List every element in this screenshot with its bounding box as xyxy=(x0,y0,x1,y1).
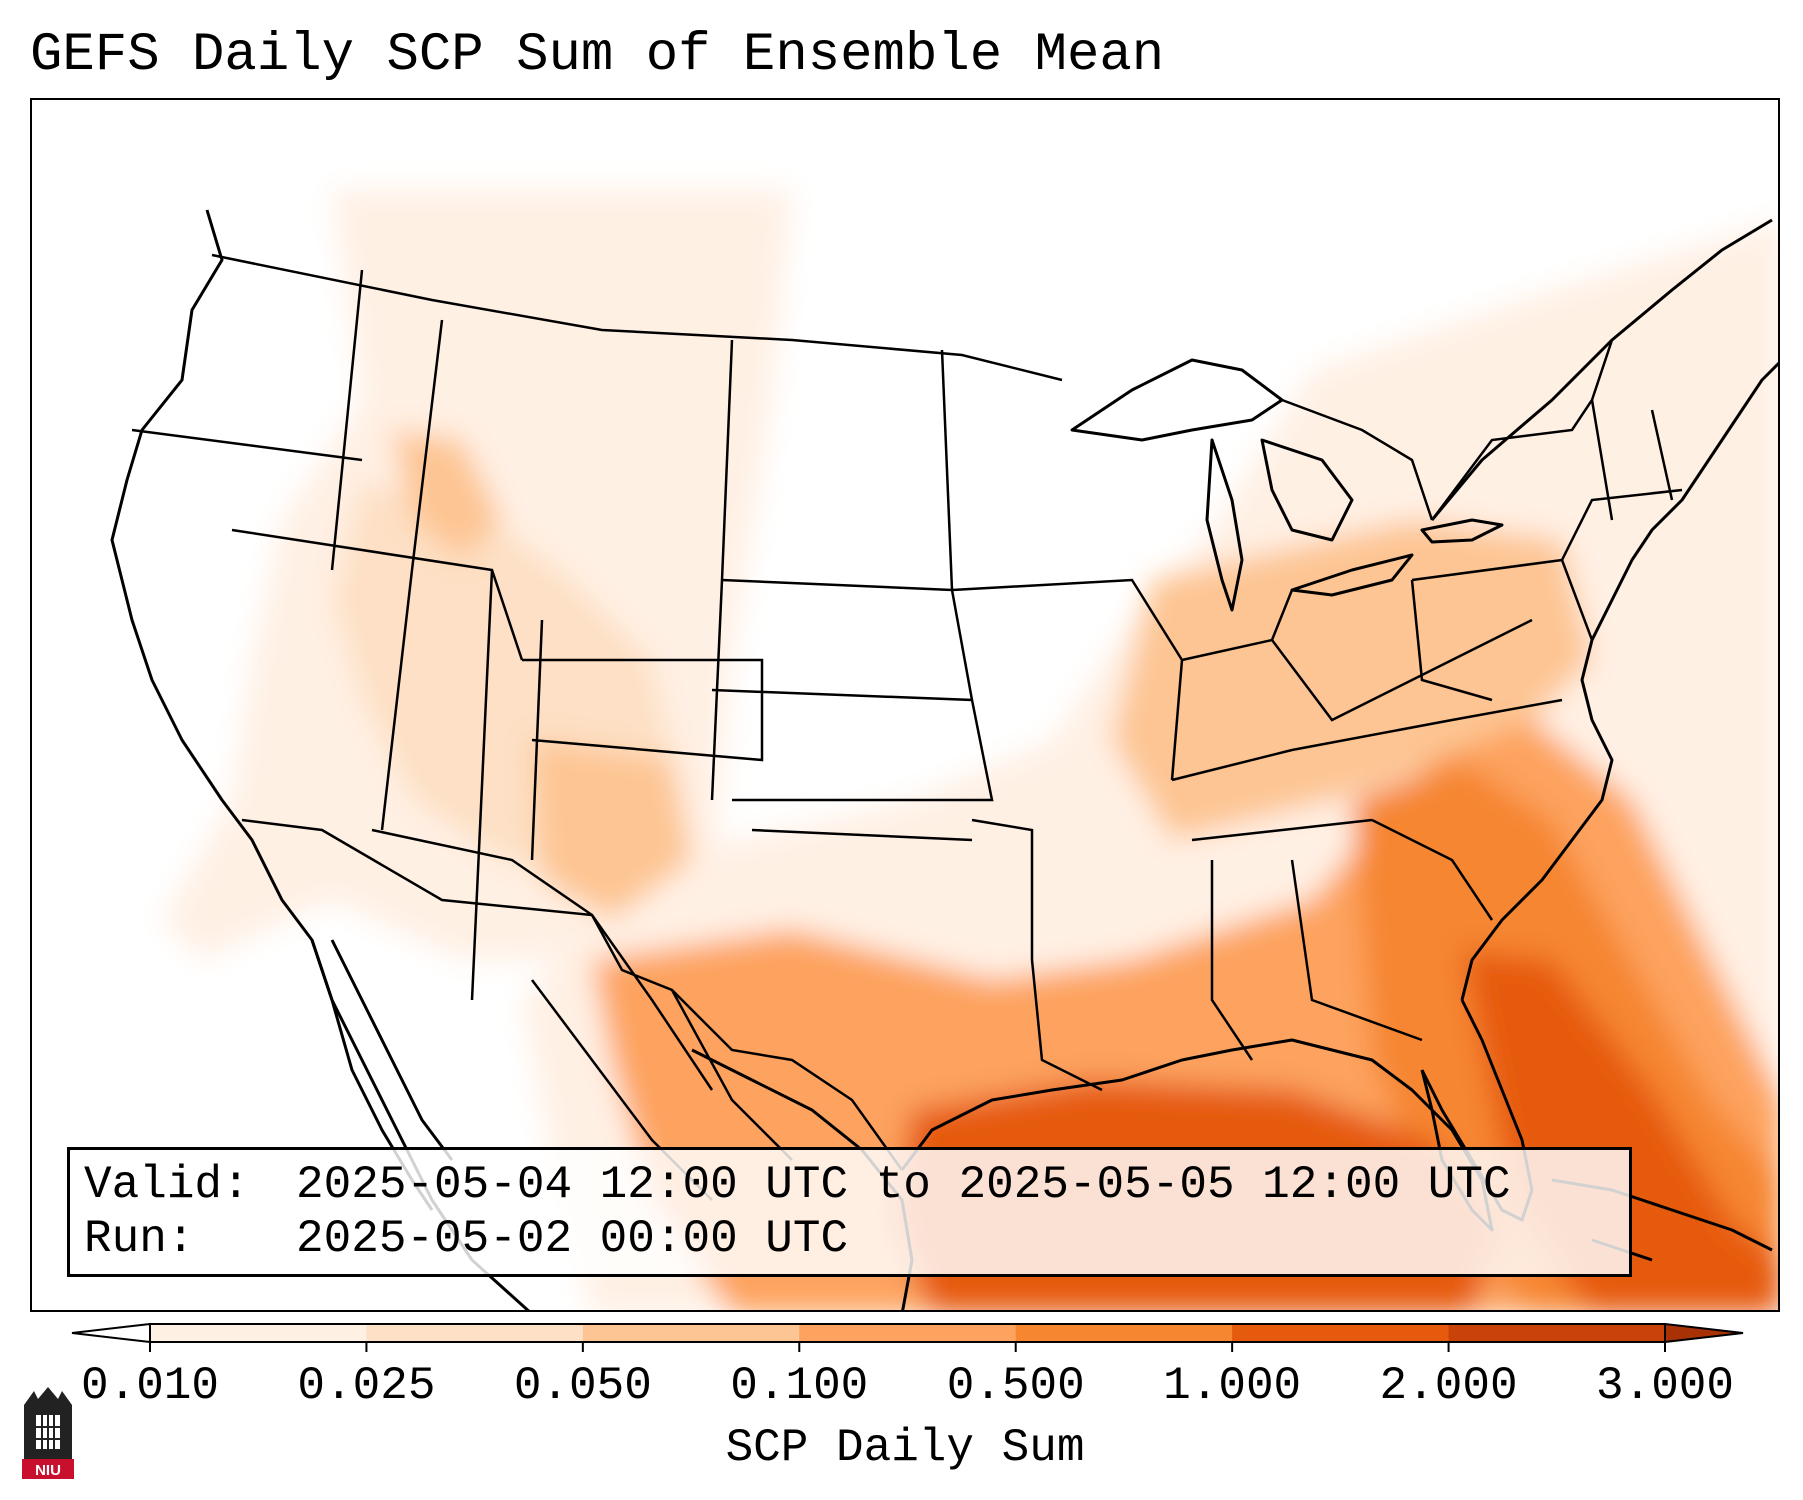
logo-text: NIU xyxy=(35,1462,61,1479)
colorbar-label: SCP Daily Sum xyxy=(725,1422,1085,1474)
logo-banner xyxy=(22,1459,74,1479)
colorbar-segment xyxy=(366,1324,584,1342)
map-panel xyxy=(30,98,1780,1312)
colorbar-tick-label: 0.010 xyxy=(80,1360,220,1412)
lake-ontario xyxy=(1420,518,1504,544)
colorbar-extend-low xyxy=(71,1322,151,1344)
colorbar-segment xyxy=(1015,1324,1233,1342)
page-title: GEFS Daily SCP Sum of Ensemble Mean xyxy=(30,25,1165,86)
us-mexico-border xyxy=(241,818,904,1171)
run-row: Run: 2025-05-02 00:00 UTC xyxy=(84,1212,1629,1266)
colorbar-tick-label: 0.500 xyxy=(946,1360,1085,1412)
scp-area-new-mexico xyxy=(532,740,692,920)
niu-logo: NIU xyxy=(22,1387,74,1479)
scp-map xyxy=(110,190,1778,1310)
lake-michigan xyxy=(1205,438,1244,612)
colorbar-segment xyxy=(1232,1324,1450,1342)
pacific-coastline xyxy=(110,209,474,1261)
colorbar-tick-label: 1.000 xyxy=(1163,1360,1302,1412)
us-canada-border xyxy=(211,253,1614,521)
valid-label: Valid: xyxy=(84,1159,250,1211)
colorbar-tick-label: 0.050 xyxy=(513,1360,652,1412)
scp-area-ohio-valley xyxy=(1112,520,1592,840)
run-label: Run: xyxy=(84,1213,195,1265)
colorbar-ticks xyxy=(149,1342,1666,1352)
valid-value: 2025-05-04 12:00 UTC to 2025-05-05 12:00… xyxy=(296,1159,1511,1211)
lake-erie xyxy=(1290,553,1414,597)
colorbar-segment xyxy=(799,1324,1017,1342)
colorbar-tick-label: 2.000 xyxy=(1379,1360,1518,1412)
colorbar-segment xyxy=(150,1324,367,1342)
colorbar-outline xyxy=(149,1323,1666,1343)
colorbar-segments xyxy=(71,1322,1744,1344)
colorbar-tick-label: 3.000 xyxy=(1595,1360,1735,1412)
colorbar-segment xyxy=(582,1324,800,1342)
borders xyxy=(131,253,1683,1201)
valid-row: Valid: 2025-05-04 12:00 UTC to 2025-05-0… xyxy=(84,1158,1629,1212)
state-lines xyxy=(131,269,1683,1092)
valid-run-info-box: Valid: 2025-05-04 12:00 UTC to 2025-05-0… xyxy=(67,1147,1632,1277)
colorbar-tick-label: 0.025 xyxy=(297,1360,436,1412)
colorbar xyxy=(71,1322,1744,1352)
colorbar-tick-label: 0.100 xyxy=(730,1360,869,1412)
colorbar-segment xyxy=(1448,1324,1666,1342)
scp-area-idaho xyxy=(392,430,502,560)
lake-huron xyxy=(1260,438,1354,542)
lake-superior xyxy=(1070,358,1284,442)
run-value: 2025-05-02 00:00 UTC xyxy=(296,1213,849,1265)
colorbar-extend-high xyxy=(1664,1322,1744,1344)
